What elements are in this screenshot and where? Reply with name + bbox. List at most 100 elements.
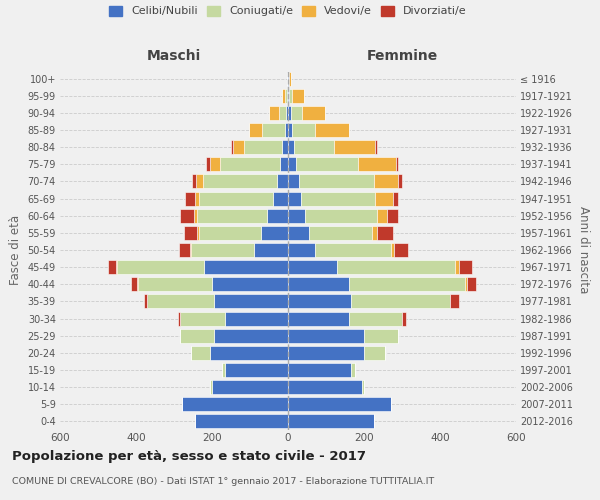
- Bar: [195, 192, 199, 205]
- Bar: [180, 312, 226, 326]
- Bar: [288, 312, 349, 326]
- Bar: [288, 260, 337, 274]
- Bar: [267, 208, 288, 222]
- Bar: [226, 312, 288, 326]
- Bar: [262, 123, 285, 137]
- Bar: [350, 294, 449, 308]
- Y-axis label: Anni di nascita: Anni di nascita: [577, 206, 590, 294]
- Bar: [206, 158, 210, 172]
- Bar: [292, 88, 304, 102]
- Text: COMUNE DI CREVALCORE (BO) - Dati ISTAT 1° gennaio 2017 - Elaborazione TUTTITALIA: COMUNE DI CREVALCORE (BO) - Dati ISTAT 1…: [12, 478, 434, 486]
- Bar: [282, 88, 285, 102]
- Bar: [291, 106, 302, 120]
- Bar: [349, 312, 402, 326]
- Bar: [178, 312, 180, 326]
- Text: Maschi: Maschi: [147, 48, 201, 62]
- Bar: [314, 243, 391, 257]
- Bar: [362, 380, 364, 394]
- Bar: [288, 398, 391, 411]
- Bar: [398, 174, 402, 188]
- Bar: [212, 278, 288, 291]
- Bar: [205, 260, 288, 274]
- Bar: [288, 72, 289, 86]
- Bar: [287, 72, 288, 86]
- Bar: [226, 363, 288, 377]
- Bar: [288, 208, 305, 222]
- Bar: [210, 380, 212, 394]
- Bar: [203, 174, 277, 188]
- Bar: [210, 346, 288, 360]
- Bar: [244, 140, 283, 154]
- Bar: [195, 414, 288, 428]
- Bar: [287, 88, 288, 102]
- Bar: [254, 243, 288, 257]
- Bar: [465, 278, 467, 291]
- Bar: [184, 226, 197, 240]
- Bar: [288, 192, 301, 205]
- Bar: [212, 380, 288, 394]
- Text: Popolazione per età, sesso e stato civile - 2017: Popolazione per età, sesso e stato civil…: [12, 450, 366, 463]
- Bar: [138, 278, 212, 291]
- Bar: [288, 174, 299, 188]
- Bar: [196, 174, 203, 188]
- Bar: [376, 140, 377, 154]
- Bar: [334, 140, 376, 154]
- Bar: [350, 363, 355, 377]
- Bar: [309, 226, 371, 240]
- Bar: [194, 208, 197, 222]
- Bar: [467, 278, 476, 291]
- Bar: [296, 158, 358, 172]
- Bar: [394, 243, 408, 257]
- Bar: [191, 243, 254, 257]
- Bar: [285, 123, 288, 137]
- Bar: [131, 278, 137, 291]
- Bar: [179, 243, 190, 257]
- Bar: [397, 158, 398, 172]
- Bar: [288, 140, 294, 154]
- Bar: [286, 106, 288, 120]
- Bar: [137, 278, 138, 291]
- Bar: [199, 226, 262, 240]
- Bar: [455, 260, 459, 274]
- Bar: [289, 88, 292, 102]
- Bar: [364, 328, 398, 342]
- Bar: [402, 312, 406, 326]
- Bar: [191, 346, 210, 360]
- Bar: [288, 226, 309, 240]
- Bar: [288, 414, 373, 428]
- Bar: [277, 174, 288, 188]
- Bar: [292, 123, 314, 137]
- Bar: [377, 226, 392, 240]
- Bar: [197, 208, 267, 222]
- Bar: [288, 294, 350, 308]
- Bar: [391, 243, 394, 257]
- Bar: [288, 363, 350, 377]
- Bar: [302, 106, 325, 120]
- Bar: [337, 260, 455, 274]
- Bar: [148, 294, 214, 308]
- Bar: [197, 226, 199, 240]
- Bar: [288, 158, 296, 172]
- Y-axis label: Fasce di età: Fasce di età: [9, 215, 22, 285]
- Bar: [301, 192, 376, 205]
- Bar: [371, 226, 377, 240]
- Bar: [117, 260, 205, 274]
- Bar: [387, 208, 398, 222]
- Bar: [294, 140, 334, 154]
- Bar: [288, 278, 349, 291]
- Bar: [280, 158, 288, 172]
- Bar: [262, 226, 288, 240]
- Bar: [182, 398, 288, 411]
- Bar: [288, 123, 292, 137]
- Bar: [314, 123, 349, 137]
- Bar: [449, 294, 459, 308]
- Bar: [116, 260, 117, 274]
- Bar: [376, 192, 392, 205]
- Bar: [288, 328, 364, 342]
- Bar: [143, 294, 148, 308]
- Bar: [299, 174, 373, 188]
- Bar: [358, 158, 397, 172]
- Bar: [283, 140, 288, 154]
- Bar: [349, 278, 465, 291]
- Bar: [285, 88, 287, 102]
